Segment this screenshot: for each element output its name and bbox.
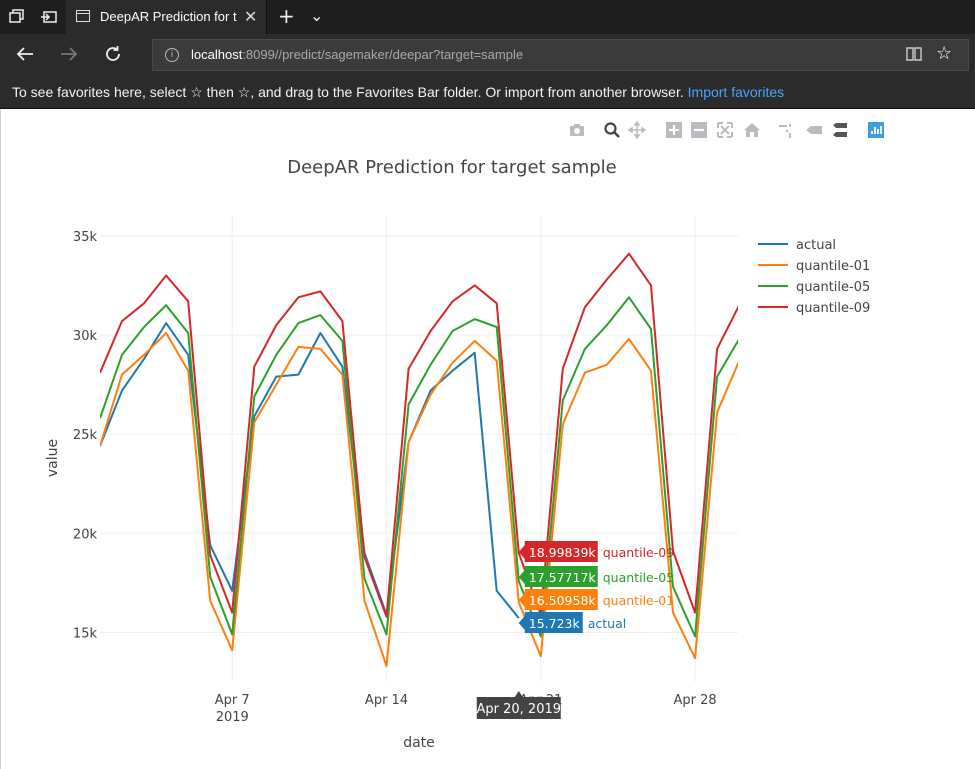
favorites-bar: To see favorites here, select ☆ then ☆, … (0, 78, 975, 109)
active-tab[interactable]: DeepAR Prediction for t ✕ (66, 0, 267, 34)
back-arrow-icon[interactable] (14, 43, 36, 65)
camera-icon[interactable] (568, 121, 586, 139)
pan-icon[interactable] (628, 121, 646, 139)
tab-close-button[interactable]: ✕ (244, 7, 258, 26)
url-host: localhost (191, 47, 243, 62)
tab-list-button[interactable]: ⌄ (310, 6, 324, 25)
address-bar[interactable]: i localhost:8099//predict/sagemaker/deep… (152, 39, 969, 71)
browser-tab-bar: DeepAR Prediction for t ✕ + ⌄ (0, 0, 975, 34)
url-path: :8099//predict/sagemaker/deepar?target=s… (242, 47, 524, 62)
zoom-out-icon[interactable] (690, 121, 708, 139)
hover-compare-icon[interactable] (831, 121, 849, 139)
set-aside-tabs-icon[interactable] (40, 8, 58, 26)
page-icon (76, 10, 90, 22)
zoom-icon[interactable] (603, 121, 621, 139)
plotly-logo-icon[interactable] (867, 121, 885, 139)
page-content (0, 109, 975, 769)
favorite-star-icon[interactable]: ☆ (936, 43, 953, 64)
tab-manager-icon[interactable] (8, 8, 26, 26)
autoscale-icon[interactable] (716, 121, 734, 139)
new-tab-button[interactable]: + (278, 4, 295, 28)
refresh-icon[interactable] (102, 43, 124, 65)
info-icon[interactable]: i (165, 48, 179, 62)
reading-view-icon[interactable] (905, 45, 923, 63)
url-text: localhost:8099//predict/sagemaker/deepar… (191, 47, 523, 62)
tab-title: DeepAR Prediction for t (100, 9, 237, 24)
zoom-in-icon[interactable] (665, 121, 683, 139)
favorites-message: To see favorites here, select ☆ then ☆, … (12, 84, 784, 101)
reset-axes-icon[interactable] (743, 121, 761, 139)
spike-lines-icon[interactable] (777, 121, 795, 139)
favorites-text: To see favorites here, select ☆ then ☆, … (12, 84, 684, 100)
browser-nav-bar: i localhost:8099//predict/sagemaker/deep… (0, 34, 975, 78)
hover-closest-icon[interactable] (805, 121, 823, 139)
import-favorites-link[interactable]: Import favorites (687, 84, 785, 100)
forward-arrow-icon[interactable] (58, 43, 80, 65)
